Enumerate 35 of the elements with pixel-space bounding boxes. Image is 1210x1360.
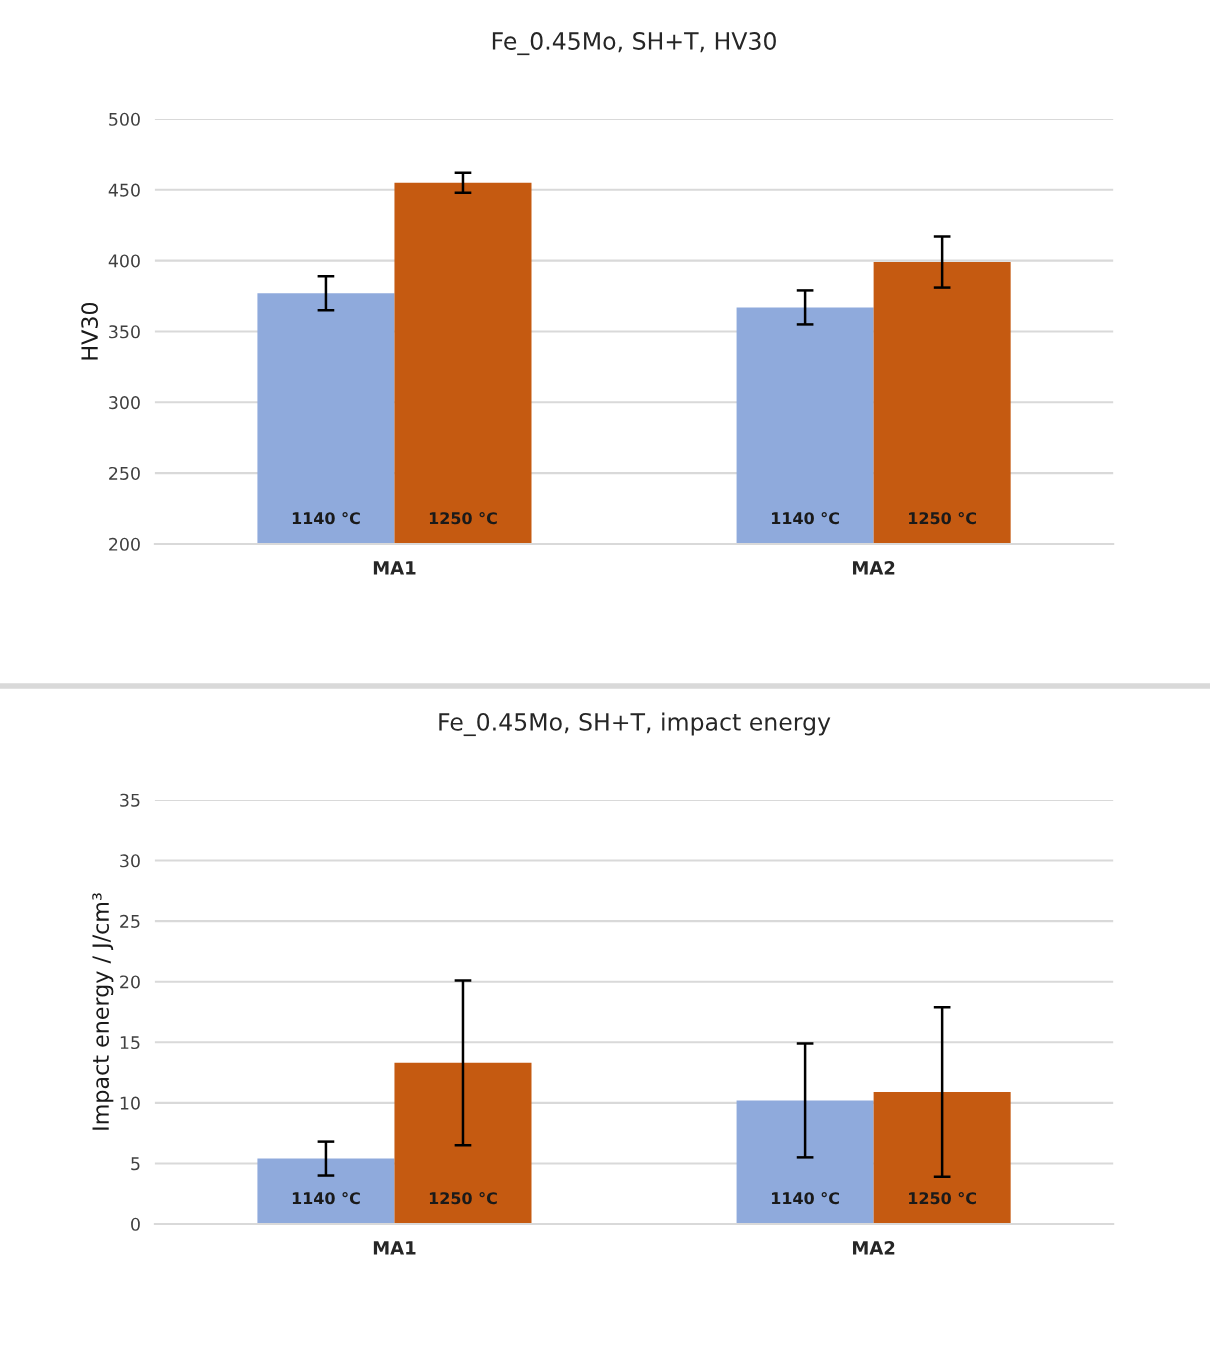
bar: [257, 1158, 395, 1224]
chart-title: Fe_0.45Mo, SH+T, HV30: [492, 32, 776, 56]
y-tick-label: 25: [120, 914, 140, 928]
bar: [736, 1100, 874, 1224]
x-tick-label: MA2: [853, 1240, 895, 1255]
text: 1250 °C: [909, 1192, 976, 1205]
y-tick-label: 200: [109, 537, 140, 551]
y-tick-label: 10: [120, 1096, 140, 1110]
chart-title: Fe_0.45Mo, SH+T, impact energy: [439, 712, 831, 737]
series-label: 1140 °C: [292, 1192, 360, 1205]
y-tick-label: 30: [120, 854, 140, 868]
y-tick-label: 5: [131, 1157, 140, 1171]
y-axis-title: Impact energy / J/cm³: [92, 893, 114, 1130]
x-tick-label: MA2: [853, 560, 895, 575]
text: 1140 °C: [772, 1192, 839, 1205]
series-label: 1250 °C: [429, 1192, 497, 1205]
y-tick-label: 15: [120, 1036, 140, 1050]
y-tick-label: 350: [109, 325, 140, 339]
text: 1250 °C: [909, 512, 976, 525]
y-tick-label: 35: [120, 793, 140, 807]
series-label: 1250 °C: [429, 512, 497, 525]
x-tick-label: MA1: [373, 1241, 416, 1255]
y-tick-label: 400: [108, 254, 140, 268]
series-label: 1140 °C: [292, 512, 360, 525]
x-tick-label: MA1: [373, 561, 416, 575]
y-tick-label: 250: [109, 466, 140, 481]
y-tick-label: 300: [109, 396, 140, 410]
y-tick-label: 20: [120, 975, 140, 989]
bar: [873, 1091, 1011, 1224]
y-tick-label: 0: [131, 1217, 140, 1231]
bar: [394, 1062, 532, 1224]
y-axis-title: HV30: [81, 302, 98, 360]
y-tick-label: 450: [108, 183, 140, 197]
text: 1140 °C: [772, 512, 839, 525]
y-tick-label: 500: [109, 112, 140, 126]
